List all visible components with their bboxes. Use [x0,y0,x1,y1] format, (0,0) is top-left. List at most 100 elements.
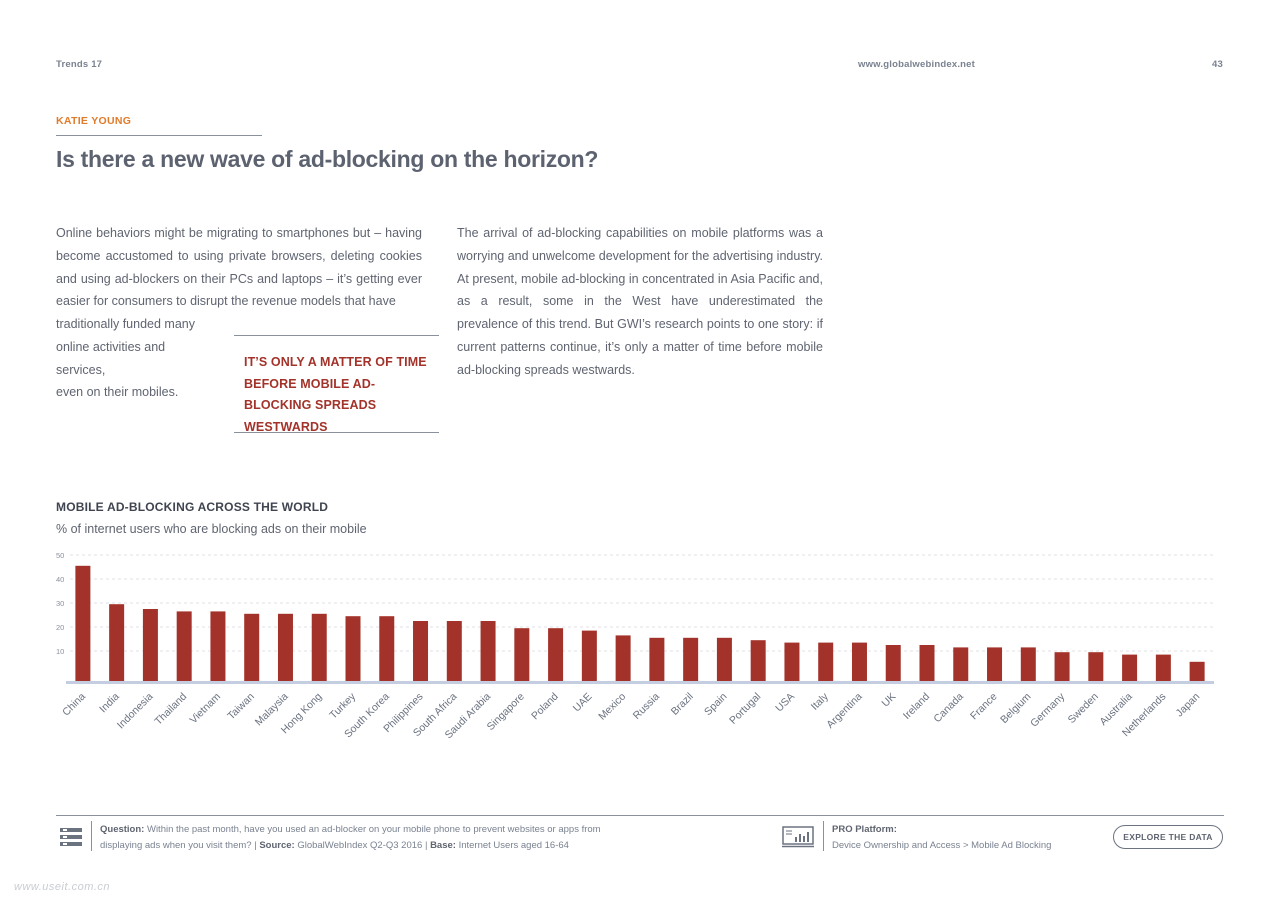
bar-mexico [615,635,631,681]
footer-separator [823,821,824,851]
bar-south-korea [379,616,395,681]
y-tick-label: 10 [56,647,64,656]
bar-malaysia [277,613,293,681]
bar-poland [548,628,564,681]
x-tick-label: India [97,691,122,716]
chart-subtitle: % of internet users who are blocking ads… [56,522,367,536]
x-tick-label: Taiwan [225,691,257,723]
header-section-label: Trends 17 [56,59,103,70]
x-tick-label: Portugal [727,691,763,727]
bar-russia [649,637,665,681]
bar-argentina [851,642,867,681]
bar-canada [953,647,969,681]
page-title: Is there a new wave of ad-blocking on th… [56,146,599,172]
quote-bottom-rule [234,432,439,433]
bar-usa [784,642,800,681]
x-tick-label: Vietnam [187,690,223,726]
page-number: 43 [1212,59,1223,70]
bar-uk [885,645,901,681]
y-tick-label: 20 [56,623,64,632]
bar-brazil [683,637,699,681]
x-tick-label: Sweden [1066,691,1101,726]
bar-india [109,604,125,681]
bar-indonesia [142,609,158,681]
pull-quote: IT’S ONLY A MATTER OF TIME BEFORE MOBILE… [244,355,427,434]
bar-vietnam [210,611,226,681]
bar-belgium [1020,647,1036,681]
x-tick-label: Italy [809,690,832,713]
pro-platform-label: PRO Platform: [832,824,897,835]
base-label: Base: [430,840,456,851]
bar-netherlands [1155,654,1171,681]
header-url: www.globalwebindex.net [858,59,976,70]
bar-japan [1189,661,1205,681]
bar-australia [1122,654,1138,681]
y-tick-label: 30 [56,599,64,608]
monitor-chart-icon [782,826,814,848]
x-tick-label: UK [880,691,899,710]
column-1-text: Online behaviors might be migrating to s… [56,226,422,309]
x-tick-label: Indonesia [115,691,156,732]
x-tick-label: Russia [631,691,662,722]
source-text: GlobalWebIndex Q2-Q3 2016 [297,840,423,851]
x-tick-label: China [60,691,88,719]
bar-sweden [1088,652,1104,681]
bar-uae [581,630,597,681]
bar-portugal [750,640,766,681]
base-text: Internet Users aged 16-64 [458,840,569,851]
bar-saudi-arabia [480,621,496,681]
question-text-continued: displaying ads when you visit them? [100,840,252,851]
column-1-line: traditionally funded many [56,317,195,331]
bars [75,565,1205,681]
footer-separator [91,821,92,851]
y-tick-label: 40 [56,575,64,584]
bar-france [987,647,1003,681]
explore-data-button[interactable]: EXPLORE THE DATA [1113,825,1223,849]
column-2-text: The arrival of ad-blocking capabilities … [457,226,823,377]
bar-chart: 10 20 30 40 50 China IndiaIndonesiaThailandVi… [56,551,1214,741]
bar-taiwan [244,613,260,681]
author-name: KATIE YOUNG [56,115,132,127]
x-tick-label: Germany [1028,690,1068,730]
footer-divider [56,815,1224,816]
bar-germany [1054,652,1070,681]
x-tick-label: Argentina [824,691,864,731]
bar-italy [818,642,834,681]
y-axis-ticks: 10 20 30 40 50 [56,551,64,656]
x-tick-label: Singapore [485,691,527,733]
x-tick-label: Brazil [669,691,696,718]
author-divider [56,135,262,136]
question-label: Question: [100,824,145,835]
column-1-line: even on their mobiles. [56,385,179,400]
x-tick-label: Turkey [327,690,358,721]
x-tick-label: UAE [571,691,595,715]
data-table-icon [60,828,82,846]
x-tick-label: Poland [529,691,561,723]
y-tick-label: 50 [56,551,64,560]
question-text: Within the past month, have you used an … [146,824,601,835]
footer-pipe: | [254,840,257,851]
x-tick-label: USA [773,691,797,715]
column-1-line: online activities and services, [56,339,166,377]
bar-ireland [919,645,935,681]
watermark: www.useit.com.cn [14,881,111,893]
pro-platform-info: PRO Platform: Device Ownership and Acces… [832,822,1092,854]
bar-singapore [514,628,530,681]
bar-china [75,565,91,681]
pro-platform-path[interactable]: Device Ownership and Access > Mobile Ad … [832,840,1052,851]
bar-thailand [176,611,192,681]
bar-spain [716,637,732,681]
x-tick-label: Canada [931,691,966,726]
bar-hong-kong [311,613,327,681]
x-tick-label: Japan [1174,691,1203,720]
column-1-text-continued: traditionally funded many online activit… [56,313,216,404]
survey-question: Question: Within the past month, have yo… [100,822,700,854]
bar-philippines [413,621,429,681]
footer-pipe: | [424,840,428,851]
x-tick-label: Thailand [152,691,189,728]
chart-title: MOBILE AD-BLOCKING ACROSS THE WORLD [56,500,329,514]
gridlines [70,554,1214,652]
source-label: Source: [259,840,295,851]
bar-south-africa [446,621,462,681]
